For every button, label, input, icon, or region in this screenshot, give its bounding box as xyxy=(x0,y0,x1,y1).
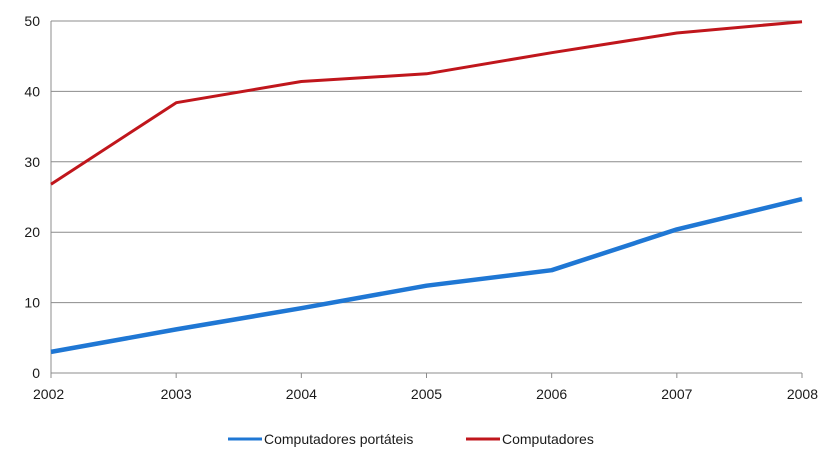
x-tick-label-2002: 2002 xyxy=(33,386,64,402)
x-tick-labels: 2002 2003 2004 2005 2006 2007 2008 xyxy=(33,386,818,402)
x-tick-label-2004: 2004 xyxy=(286,386,317,402)
legend-label-computadores: Computadores xyxy=(502,431,594,447)
y-tick-label-10: 10 xyxy=(24,295,40,311)
y-tick-label-0: 0 xyxy=(32,365,40,381)
series-line-computadores xyxy=(51,22,802,185)
legend-item-computadores: Computadores xyxy=(466,431,594,447)
x-tick-label-2005: 2005 xyxy=(411,386,442,402)
legend: Computadores portáteis Computadores xyxy=(228,431,594,447)
y-tick-labels: 0 10 20 30 40 50 xyxy=(24,13,40,381)
x-tick-label-2003: 2003 xyxy=(161,386,192,402)
y-tick-label-20: 20 xyxy=(24,224,40,240)
legend-label-portateis: Computadores portáteis xyxy=(264,431,413,447)
x-tick-label-2006: 2006 xyxy=(536,386,567,402)
x-tick-label-2008: 2008 xyxy=(787,386,818,402)
y-tick-label-40: 40 xyxy=(24,83,40,99)
y-tick-label-50: 50 xyxy=(24,13,40,29)
legend-item-portateis: Computadores portáteis xyxy=(228,431,413,447)
gridlines xyxy=(51,21,802,303)
series-line-portateis xyxy=(51,199,802,352)
y-tick-label-30: 30 xyxy=(24,154,40,170)
x-tick-label-2007: 2007 xyxy=(661,386,692,402)
